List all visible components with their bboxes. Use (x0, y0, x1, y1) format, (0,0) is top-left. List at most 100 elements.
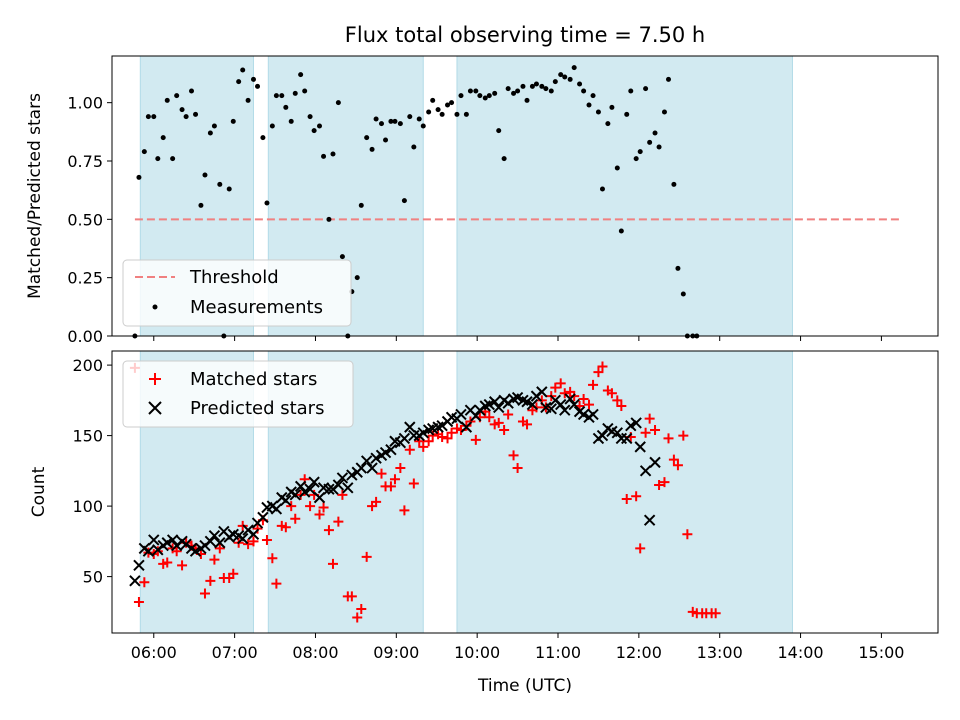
matched-star-point (162, 557, 173, 568)
measurement-point (207, 130, 213, 136)
predicted-star-point (236, 532, 249, 545)
measurement-point (407, 114, 413, 120)
matched-star-point (588, 379, 599, 390)
matched-star-point (621, 494, 632, 505)
x-tick-label: 14:00 (778, 643, 824, 662)
measurement-point (145, 114, 151, 120)
matched-star-point (659, 477, 670, 488)
predicted-star-point (536, 386, 548, 398)
predicted-star-point (630, 417, 642, 429)
measurement-point (307, 114, 313, 120)
count-legend: Matched stars Predicted stars (122, 360, 354, 428)
count-y-axis-label: Count (29, 466, 49, 517)
measurement-point (595, 109, 601, 115)
predicted-star-point (649, 456, 661, 469)
predicted-star-point (460, 421, 473, 433)
count-x-ticks: 06:00 07:00 08:00 09:00 10:00 11:00 12:00 13:00… (131, 633, 904, 662)
y-tick-label: 0.00 (67, 327, 103, 346)
measurement-point (155, 156, 161, 162)
matched-star-point (267, 553, 278, 564)
matched-star-point (650, 424, 661, 435)
legend-matched-swatch (149, 373, 161, 385)
predicted-star-point (366, 462, 378, 474)
matched-star-point (356, 604, 367, 615)
legend-matched-label: Matched stars (190, 369, 317, 390)
predicted-star-point (308, 476, 320, 488)
matched-star-point (418, 441, 429, 452)
measurement-point (378, 121, 384, 127)
matched-star-point (323, 525, 334, 536)
predicted-star-point (625, 420, 637, 432)
predicted-star-point (304, 483, 316, 495)
measurement-point (477, 93, 483, 99)
ratio-panel: 0.00 0.25 0.50 0.75 1.00 Matched/Predicted s… (25, 55, 939, 346)
measurement-point (505, 86, 511, 92)
matched-star-point (371, 496, 382, 507)
predicted-star-point (129, 575, 141, 587)
predicted-star-point (370, 452, 382, 464)
measurement-point (661, 109, 667, 115)
legend-measurements-label: Measurements (190, 297, 323, 318)
predicted-star-point (342, 482, 354, 494)
matched-star-point (437, 432, 448, 443)
measurement-point (590, 93, 596, 99)
y-tick-label: 50 (83, 568, 103, 587)
measurement-point (388, 118, 394, 124)
matched-star-point (286, 501, 297, 512)
measurement-point (193, 111, 199, 117)
measurement-point (624, 111, 630, 117)
matched-star-point (333, 516, 344, 527)
measurement-point (292, 90, 298, 96)
measurement-point (562, 74, 568, 80)
measurement-point (358, 202, 364, 208)
matched-star-point (305, 501, 316, 512)
matched-star-point (593, 367, 604, 378)
matched-star-point (214, 543, 225, 554)
predicted-star-point (611, 427, 624, 439)
predicted-star-point (189, 545, 202, 557)
matched-star-point (423, 436, 434, 447)
predicted-star-point (270, 503, 283, 515)
predicted-star-point (161, 537, 173, 549)
measurement-point (397, 121, 403, 127)
measurement-point (298, 72, 304, 78)
ratio-legend-box (122, 259, 352, 327)
measurement-point (445, 102, 451, 108)
predicted-star-point (142, 545, 155, 557)
measurement-point (217, 181, 223, 187)
matched-star-point (631, 491, 642, 502)
matched-star-point (327, 558, 338, 569)
measurement-point (647, 139, 653, 145)
predicted-star-point (555, 398, 567, 411)
matched-star-point (199, 588, 210, 599)
x-tick-label: 10:00 (454, 643, 500, 662)
measurement-point (230, 118, 236, 124)
measurement-point (311, 128, 317, 134)
legend-measurements-swatch (152, 304, 158, 310)
measurement-point (330, 151, 336, 157)
measurement-point (373, 116, 379, 122)
measurement-point (326, 216, 332, 222)
measurement-point (401, 198, 407, 204)
measurement-point (141, 149, 147, 155)
measurement-point (533, 81, 539, 87)
matched-star-point (470, 434, 481, 445)
measurement-point (666, 76, 672, 82)
measurement-point (183, 114, 189, 120)
chart-title: Flux total observing time = 7.50 h (345, 23, 705, 47)
matched-star-point (612, 395, 623, 406)
measurement-point (273, 93, 279, 99)
measurement-point (245, 97, 251, 103)
predicted-star-point (294, 480, 307, 493)
measurement-point (543, 86, 549, 92)
matched-star-point (352, 612, 363, 623)
predicted-star-point (639, 465, 652, 477)
measurement-point (339, 254, 345, 260)
measurement-point (599, 186, 605, 192)
matched-star-point (503, 409, 514, 420)
predicted-star-point (596, 429, 609, 442)
predicted-star-point (355, 462, 367, 474)
measurement-point (458, 93, 464, 99)
measurement-point (675, 265, 681, 271)
